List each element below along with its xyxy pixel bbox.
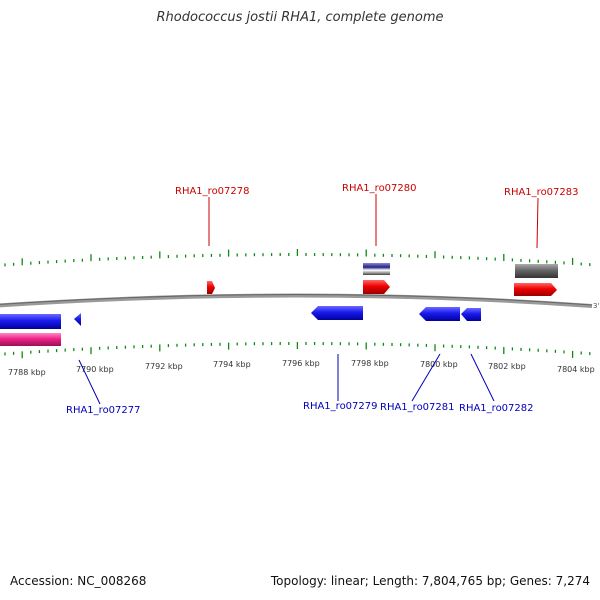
gene-label-ro07282[interactable]: RHA1_ro07282: [459, 403, 534, 414]
scale-label: 7790 kbp: [76, 365, 114, 374]
genome-title: Rhodococcus jostii RHA1, complete genome: [156, 10, 444, 25]
rna-feature[interactable]: [0, 333, 61, 346]
gene-label-ro07280[interactable]: RHA1_ro07280: [342, 183, 417, 194]
gene-arrow-ro07279[interactable]: [311, 306, 363, 320]
feature-block-ro07280[interactable]: [363, 263, 390, 275]
scale-label: 7794 kbp: [213, 360, 251, 369]
scale-label: 7804 kbp: [557, 365, 595, 374]
scale-label: 7800 kbp: [420, 360, 458, 369]
gene-arrow-ro07282[interactable]: [461, 308, 481, 321]
gene-label-ro07283[interactable]: RHA1_ro07283: [504, 187, 579, 198]
forward-features: [207, 263, 558, 296]
scale-label: 7788 kbp: [8, 368, 46, 377]
scale-labels: 7788 kbp 7790 kbp 7792 kbp 7794 kbp 7796…: [8, 359, 595, 377]
gene-arrow-ro07280[interactable]: [363, 280, 390, 294]
gene-arrow-ro07281[interactable]: [419, 307, 460, 321]
forward-gene-labels: RHA1_ro07278 RHA1_ro07280 RHA1_ro07283: [175, 183, 579, 249]
leader-line: [536, 197, 539, 249]
gene-label-ro07278[interactable]: RHA1_ro07278: [175, 186, 250, 197]
gene-arrow-ro07276[interactable]: [0, 314, 61, 329]
reverse-features: [0, 306, 481, 346]
gene-label-ro07281[interactable]: RHA1_ro07281: [380, 402, 455, 413]
scale-label: 7798 kbp: [351, 359, 389, 368]
leader-line: [470, 353, 495, 402]
genome-backbone-edge: [0, 294, 593, 306]
genome-backbone: [0, 293, 593, 308]
feature-block-ro07283[interactable]: [515, 264, 558, 278]
scale-label: 7792 kbp: [145, 362, 183, 371]
reverse-gene-labels: RHA1_ro07277 RHA1_ro07279 RHA1_ro07281 R…: [66, 353, 534, 416]
scale-label: 7796 kbp: [282, 359, 320, 368]
accession-text: Accession: NC_008268: [10, 574, 147, 588]
gene-arrow-ro07283[interactable]: [514, 283, 557, 296]
gene-arrow-ro07277[interactable]: [74, 313, 81, 326]
gene-label-ro07279[interactable]: RHA1_ro07279: [303, 401, 378, 412]
genome-end-label: 3': [593, 302, 599, 310]
scale-label: 7802 kbp: [488, 362, 526, 371]
gene-arrow-ro07278[interactable]: [207, 281, 215, 294]
gene-label-ro07277[interactable]: RHA1_ro07277: [66, 405, 141, 416]
leader-line: [78, 359, 101, 405]
upper-scale-ticks: [4, 249, 591, 267]
topology-text: Topology: linear; Length: 7,804,765 bp; …: [270, 574, 590, 588]
leader-line: [411, 353, 441, 402]
lower-scale-ticks: [4, 342, 591, 359]
